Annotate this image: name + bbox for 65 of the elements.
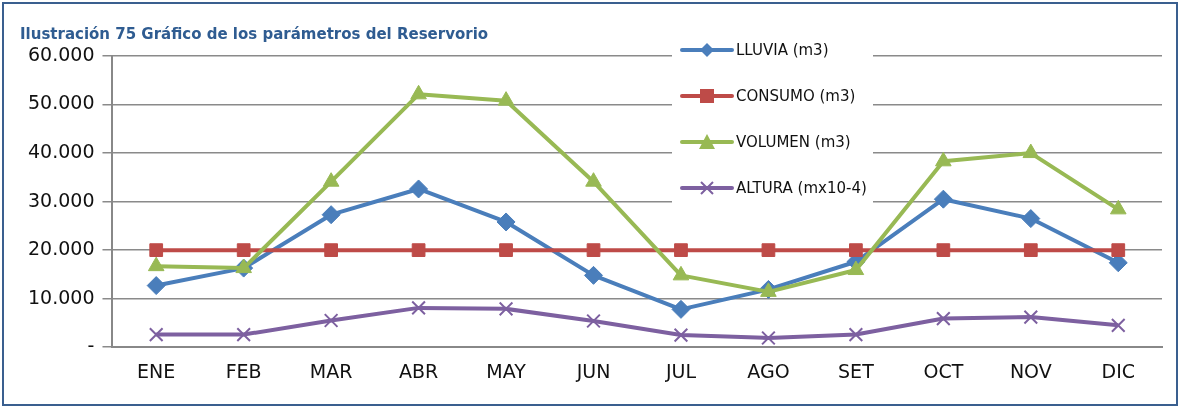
x-tick-label: NOV	[1009, 359, 1052, 382]
point	[149, 243, 164, 257]
x-tick-label: MAR	[309, 359, 353, 382]
point	[1021, 209, 1041, 229]
point	[849, 243, 863, 257]
point	[148, 327, 164, 342]
y-tick-label: 10.000	[28, 285, 95, 308]
point	[586, 243, 601, 257]
point	[586, 313, 601, 329]
point	[847, 260, 865, 276]
point	[409, 179, 429, 199]
point	[935, 151, 952, 167]
point	[496, 212, 516, 232]
point	[584, 265, 604, 285]
y-tick-label: -	[87, 334, 95, 357]
point	[322, 172, 340, 187]
legend-label: ALTURA (mx10-4)	[736, 179, 867, 197]
x-tick-label: JUN	[575, 359, 611, 382]
point	[935, 311, 951, 326]
point	[321, 205, 341, 225]
point	[324, 243, 338, 257]
y-tick-label: 40.000	[28, 140, 95, 162]
point	[323, 313, 339, 328]
point	[1023, 309, 1039, 325]
x-tick-label: OCT	[923, 359, 964, 382]
point	[236, 243, 251, 257]
x-tick-label: FEB	[225, 359, 262, 382]
point	[147, 256, 165, 272]
x-tick-label: ABR	[398, 359, 439, 382]
point	[498, 301, 514, 317]
point	[497, 91, 515, 106]
legend-label: LLUVIA (m3)	[736, 41, 829, 59]
y-tick-label: 60.000	[28, 42, 95, 65]
point	[499, 243, 513, 257]
point	[1109, 199, 1127, 215]
x-tick-label: SET	[838, 359, 875, 382]
point	[673, 327, 689, 343]
x-tick-label: ENE	[137, 359, 176, 382]
point	[933, 189, 953, 209]
x-tick-label: MAY	[486, 359, 527, 382]
legend-label: VOLUMEN (m3)	[736, 133, 851, 151]
point	[936, 243, 951, 257]
point	[761, 330, 776, 346]
chart-title: Ilustración 75 Gráfico de los parámetros del Reservorio	[20, 24, 489, 43]
point	[1023, 243, 1038, 257]
point	[410, 84, 427, 100]
point	[674, 243, 688, 257]
y-tick-label: 50.000	[28, 91, 95, 114]
x-tick-label: JUL	[664, 359, 697, 382]
y-tick-label: 30.000	[28, 188, 95, 211]
y-tick-label: 20.000	[28, 237, 95, 260]
point	[146, 276, 166, 296]
x-tick-label: AGO	[747, 359, 790, 382]
legend-label: CONSUMO (m3)	[736, 87, 856, 105]
point	[761, 243, 776, 257]
point	[411, 300, 426, 316]
point	[671, 299, 691, 319]
point	[236, 327, 252, 342]
x-tick-label: DIC	[1101, 359, 1136, 382]
point	[585, 172, 602, 187]
point	[1022, 143, 1040, 159]
point	[1110, 318, 1126, 333]
point	[1111, 243, 1126, 257]
point	[411, 243, 426, 257]
point	[848, 327, 864, 342]
